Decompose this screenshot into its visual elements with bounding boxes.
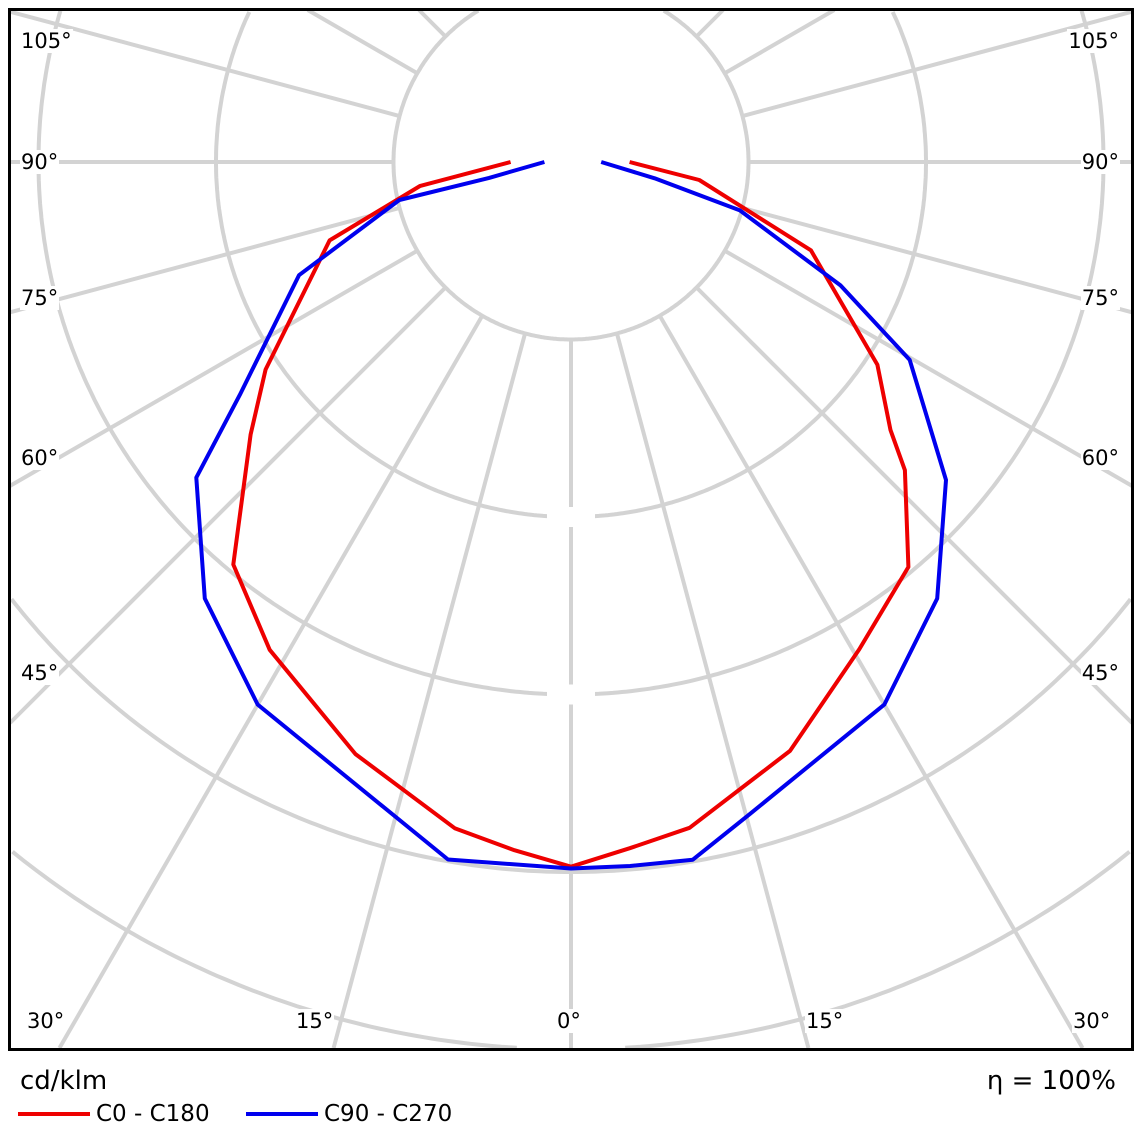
grid-spoke bbox=[417, 8, 447, 38]
unit-label: cd/klm bbox=[20, 1066, 108, 1096]
grid-spoke bbox=[615, 332, 811, 1049]
grid-spoke bbox=[695, 286, 1134, 725]
polar-grid bbox=[8, 8, 1134, 1050]
grid-spoke bbox=[723, 8, 836, 75]
grid-spoke bbox=[723, 249, 1133, 488]
angle-label-right-105: 105° bbox=[1067, 29, 1120, 53]
grid-spoke bbox=[9, 249, 419, 488]
grid-spoke bbox=[9, 9, 401, 118]
ring-label-gap bbox=[547, 684, 595, 705]
grid-ring bbox=[9, 597, 1133, 874]
angle-label-bottom-0: 0° bbox=[556, 1009, 582, 1033]
angle-label-bottom-30-left: 30° bbox=[26, 1009, 66, 1033]
grid-spoke bbox=[9, 206, 401, 315]
angle-label-right-75: 75° bbox=[1080, 286, 1120, 310]
angle-label-bottom-15-left: 15° bbox=[295, 1009, 335, 1033]
legend-swatch-c0-c180 bbox=[18, 1112, 90, 1116]
legend-label-c0-c180: C0 - C180 bbox=[96, 1101, 210, 1127]
legend-swatch-c90-c270 bbox=[246, 1112, 318, 1116]
ring-label-gap bbox=[547, 507, 595, 527]
grid-spoke bbox=[8, 286, 447, 725]
angle-label-left-75: 75° bbox=[20, 286, 60, 310]
angle-label-bottom-15-right: 15° bbox=[805, 1009, 845, 1033]
grid-spoke bbox=[741, 9, 1133, 118]
angle-label-left-60: 60° bbox=[20, 446, 60, 470]
grid-spoke bbox=[741, 206, 1133, 315]
angle-label-left-105: 105° bbox=[20, 29, 73, 53]
intensity-curves bbox=[194, 160, 948, 871]
series-curve-c90-c270 bbox=[194, 160, 948, 871]
grid-spoke bbox=[306, 8, 419, 75]
grid-ring bbox=[391, 8, 751, 342]
angle-label-right-90: 90° bbox=[1080, 150, 1120, 174]
angle-label-right-45: 45° bbox=[1080, 661, 1120, 685]
angle-label-bottom-30-right: 30° bbox=[1072, 1009, 1112, 1033]
angle-label-left-45: 45° bbox=[20, 661, 60, 685]
angle-label-left-90: 90° bbox=[20, 150, 60, 174]
efficiency-label: η = 100% bbox=[986, 1066, 1116, 1096]
grid-spoke bbox=[658, 314, 1085, 1050]
angle-label-right-60: 60° bbox=[1080, 446, 1120, 470]
grid-ring bbox=[11, 850, 1131, 1050]
grid-spoke bbox=[57, 314, 484, 1050]
grid-spoke bbox=[695, 8, 725, 38]
grid-spoke bbox=[331, 332, 527, 1049]
series-curve-c0-c180 bbox=[231, 160, 911, 869]
legend-label-c90-c270: C90 - C270 bbox=[324, 1101, 453, 1127]
chart-frame bbox=[8, 8, 1134, 1051]
